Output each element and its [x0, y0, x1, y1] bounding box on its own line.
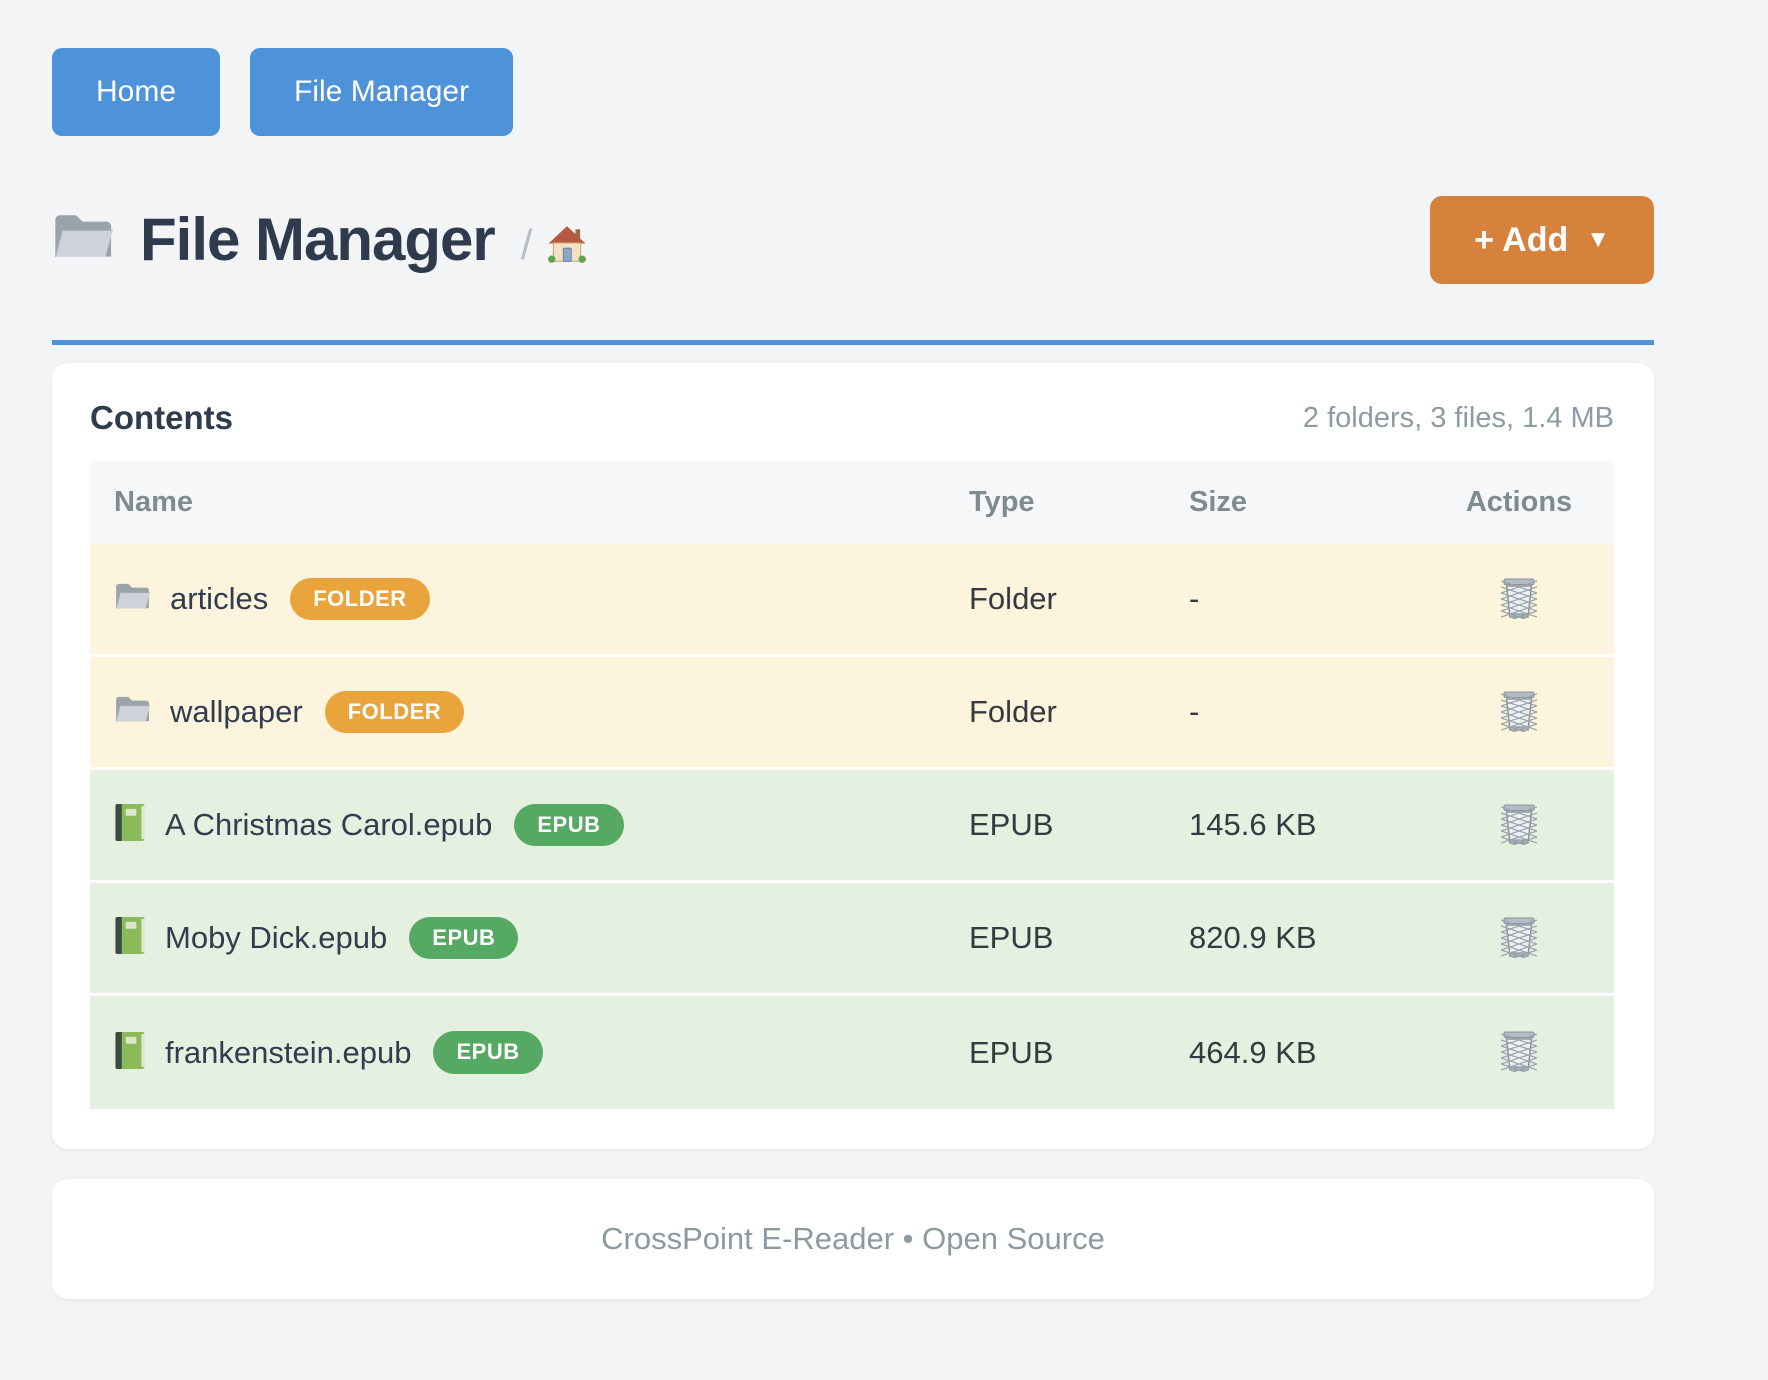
- table-row-articles[interactable]: articles FOLDER Folder -: [90, 544, 1614, 657]
- actions-cell: [1424, 912, 1614, 965]
- house-icon[interactable]: [546, 223, 588, 270]
- table-row-moby-dick[interactable]: Moby Dick.epub EPUB EPUB 820.9 KB: [90, 883, 1614, 996]
- folder-icon: [114, 695, 152, 730]
- add-button-label: + Add: [1474, 220, 1569, 259]
- delete-button[interactable]: [1497, 799, 1541, 852]
- folder-badge: FOLDER: [324, 690, 465, 734]
- size-cell: -: [1189, 694, 1200, 729]
- footer-text: CrossPoint E-Reader • Open Source: [601, 1221, 1105, 1256]
- size-cell: -: [1189, 581, 1200, 616]
- nav-home-button[interactable]: Home: [52, 48, 221, 136]
- contents-heading: Contents: [90, 399, 233, 436]
- actions-cell: [1424, 686, 1614, 739]
- top-nav: Home File Manager: [52, 48, 1654, 136]
- page-header: File Manager / + Add ▼: [52, 196, 1654, 345]
- file-table: Name Type Size Actions articles FOLDER F…: [90, 461, 1614, 1109]
- page: Home File Manager File Manager /: [52, 0, 1654, 1299]
- trash-icon: [1501, 720, 1537, 735]
- trash-icon: [1501, 1060, 1537, 1075]
- actions-cell: [1424, 1026, 1614, 1079]
- folder-icon: [114, 582, 152, 617]
- epub-badge: EPUB: [409, 916, 519, 960]
- file-name: wallpaper: [170, 694, 303, 729]
- name-cell: Moby Dick.epub EPUB: [90, 915, 969, 961]
- nav-file-manager-button[interactable]: File Manager: [250, 48, 514, 136]
- actions-cell: [1424, 573, 1614, 626]
- name-cell: articles FOLDER: [90, 577, 969, 621]
- delete-button[interactable]: [1497, 686, 1541, 739]
- chevron-down-icon: ▼: [1586, 226, 1610, 253]
- epub-badge: EPUB: [514, 803, 624, 847]
- table-header-row: Name Type Size Actions: [90, 461, 1614, 544]
- column-header-name: Name: [114, 486, 193, 518]
- breadcrumb-separator: /: [520, 221, 533, 268]
- trash-icon: [1501, 607, 1537, 622]
- footer: CrossPoint E-Reader • Open Source: [52, 1179, 1654, 1299]
- column-header-size: Size: [1189, 486, 1248, 518]
- size-cell: 145.6 KB: [1189, 807, 1317, 842]
- file-name: frankenstein.epub: [165, 1034, 412, 1070]
- column-header-actions: Actions: [1465, 486, 1573, 518]
- type-cell: Folder: [969, 581, 1057, 616]
- contents-summary: 2 folders, 3 files, 1.4 MB: [1302, 401, 1614, 434]
- delete-button[interactable]: [1497, 912, 1541, 965]
- name-cell: frankenstein.epub EPUB: [90, 1030, 969, 1076]
- name-cell: A Christmas Carol.epub EPUB: [90, 802, 969, 848]
- epub-badge: EPUB: [433, 1031, 543, 1074]
- name-cell: wallpaper FOLDER: [90, 690, 969, 734]
- table-row-wallpaper[interactable]: wallpaper FOLDER Folder -: [90, 657, 1614, 770]
- file-name: A Christmas Carol.epub: [165, 807, 493, 842]
- file-name: articles: [170, 581, 269, 616]
- type-cell: EPUB: [969, 920, 1054, 955]
- page-title: File Manager: [140, 206, 496, 273]
- table-row-a-christmas-carol[interactable]: A Christmas Carol.epub EPUB EPUB 145.6 K…: [90, 770, 1614, 883]
- type-cell: EPUB: [969, 1034, 1054, 1070]
- add-button[interactable]: + Add ▼: [1430, 196, 1654, 284]
- contents-card: Contents 2 folders, 3 files, 1.4 MB Name…: [52, 363, 1654, 1149]
- actions-cell: [1424, 799, 1614, 852]
- delete-button[interactable]: [1497, 1026, 1541, 1079]
- book-icon: [114, 915, 147, 961]
- size-cell: 464.9 KB: [1189, 1034, 1317, 1070]
- folder-badge: FOLDER: [290, 577, 430, 621]
- table-row-frankenstein[interactable]: frankenstein.epub EPUB EPUB 464.9 KB: [90, 996, 1614, 1109]
- book-icon: [114, 1030, 147, 1076]
- title-group: File Manager /: [52, 207, 588, 273]
- delete-button[interactable]: [1497, 573, 1541, 626]
- size-cell: 820.9 KB: [1189, 920, 1317, 955]
- book-icon: [114, 802, 147, 848]
- trash-icon: [1501, 833, 1537, 848]
- file-name: Moby Dick.epub: [165, 920, 388, 955]
- column-header-type: Type: [969, 486, 1035, 518]
- type-cell: Folder: [969, 694, 1057, 729]
- contents-card-header: Contents 2 folders, 3 files, 1.4 MB: [90, 399, 1614, 437]
- folder-icon: [52, 212, 116, 268]
- type-cell: EPUB: [969, 807, 1054, 842]
- trash-icon: [1501, 946, 1537, 961]
